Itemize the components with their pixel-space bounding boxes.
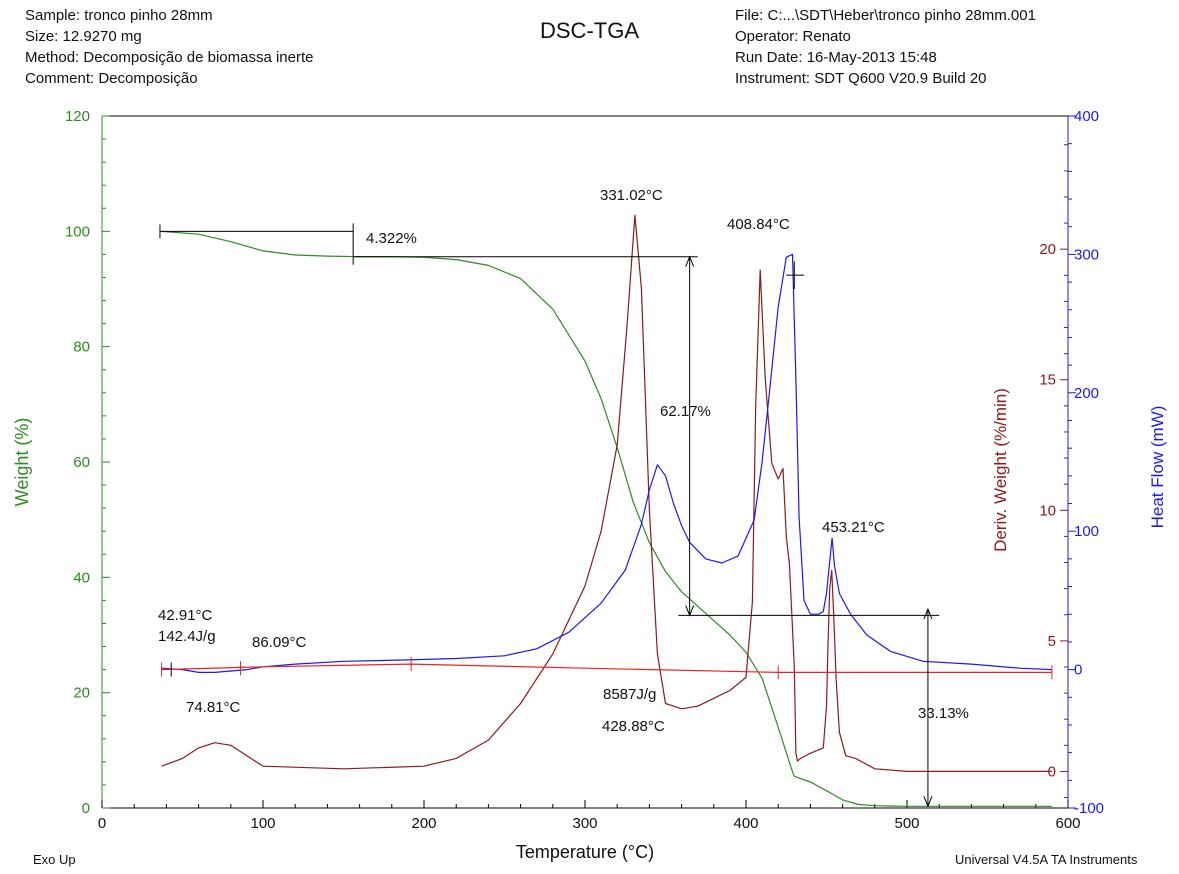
- heat-tick-label: 400: [1074, 108, 1099, 125]
- weight-axis-label: Weight (%): [12, 418, 32, 507]
- x-tick-label: 100: [250, 815, 275, 832]
- deriv-tick-label: 20: [1039, 241, 1056, 258]
- annotation-label: 8587J/g: [603, 686, 656, 703]
- deriv-tick-label: 5: [1048, 633, 1056, 650]
- heat-tick-label: 300: [1074, 246, 1099, 263]
- annotation-label: 4.322%: [366, 230, 417, 247]
- run-date-text: Run Date: 16-May-2013 15:48: [735, 49, 937, 66]
- heat-tick-label: 0: [1074, 662, 1082, 679]
- annotation-label: 408.84°C: [727, 216, 790, 233]
- software-label: Universal V4.5A TA Instruments: [955, 852, 1138, 867]
- annotation-label: 142.4J/g: [158, 628, 216, 645]
- exo-up-label: Exo Up: [33, 852, 76, 867]
- x-tick-label: 300: [572, 815, 597, 832]
- annotation-label: 453.21°C: [822, 519, 885, 536]
- annotations: 4.322% 62.17% 33.13% 331.02°C 408.84°C 453.21…: [158, 187, 969, 735]
- deriv-series-line: [161, 214, 1052, 772]
- comment-text: Comment: Decomposição: [25, 70, 198, 87]
- weight-tick-label: 80: [73, 339, 90, 356]
- x-tick-label: 200: [411, 815, 436, 832]
- x-tick-label: 0: [98, 815, 106, 832]
- step3-arrow-head-bottom: [923, 796, 933, 808]
- heat-tick-label: 100: [1074, 523, 1099, 540]
- analysis-markers: [159, 223, 1053, 808]
- annotation-label: 86.09°C: [252, 634, 307, 651]
- method-text: Method: Decomposição de biomassa inerte: [25, 49, 314, 66]
- weight-tick-label: 20: [73, 685, 90, 702]
- x-tick-label: 500: [894, 815, 919, 832]
- heat-tick-label: 200: [1074, 385, 1099, 402]
- step2-arrow-head-top: [685, 255, 695, 267]
- annotation-label: 74.81°C: [186, 699, 241, 716]
- step2-arrow-head-bottom: [685, 605, 695, 617]
- heat-tick-label: -100: [1074, 800, 1104, 817]
- chart-title: DSC-TGA: [540, 18, 639, 43]
- heat-series-line: [161, 253, 1052, 673]
- annotation-label: 62.17%: [660, 403, 711, 420]
- x-tick-label: 400: [733, 815, 758, 832]
- step3-arrow-head-top: [923, 607, 933, 620]
- size-text: Size: 12.9270 mg: [25, 28, 142, 45]
- annotation-label: 33.13%: [918, 705, 969, 722]
- x-axis-label: Temperature (°C): [516, 842, 654, 862]
- sample-text: Sample: tronco pinho 28mm: [25, 7, 213, 24]
- annotation-label: 428.88°C: [602, 718, 665, 735]
- annotation-label: 42.91°C: [158, 607, 213, 624]
- weight-tick-label: 60: [73, 454, 90, 471]
- weight-tick-label: 100: [65, 223, 90, 240]
- weight-tick-label: 40: [73, 569, 90, 586]
- deriv-tick-label: 15: [1039, 372, 1056, 389]
- instrument-text: Instrument: SDT Q600 V20.9 Build 20: [735, 70, 987, 87]
- operator-text: Operator: Renato: [735, 28, 851, 45]
- baseline-series-line: [161, 663, 1052, 673]
- weight-tick-label: 0: [82, 800, 90, 817]
- x-tick-label: 600: [1055, 815, 1080, 832]
- file-text: File: C:...\SDT\Heber\tronco pinho 28mm.…: [735, 7, 1036, 24]
- deriv-tick-label: 10: [1039, 502, 1056, 519]
- annotation-label: 331.02°C: [600, 187, 663, 204]
- weight-tick-label: 120: [65, 108, 90, 125]
- heat-axis-label: Heat Flow (mW): [1148, 406, 1167, 529]
- deriv-axis-label: Deriv. Weight (%/min): [991, 388, 1010, 552]
